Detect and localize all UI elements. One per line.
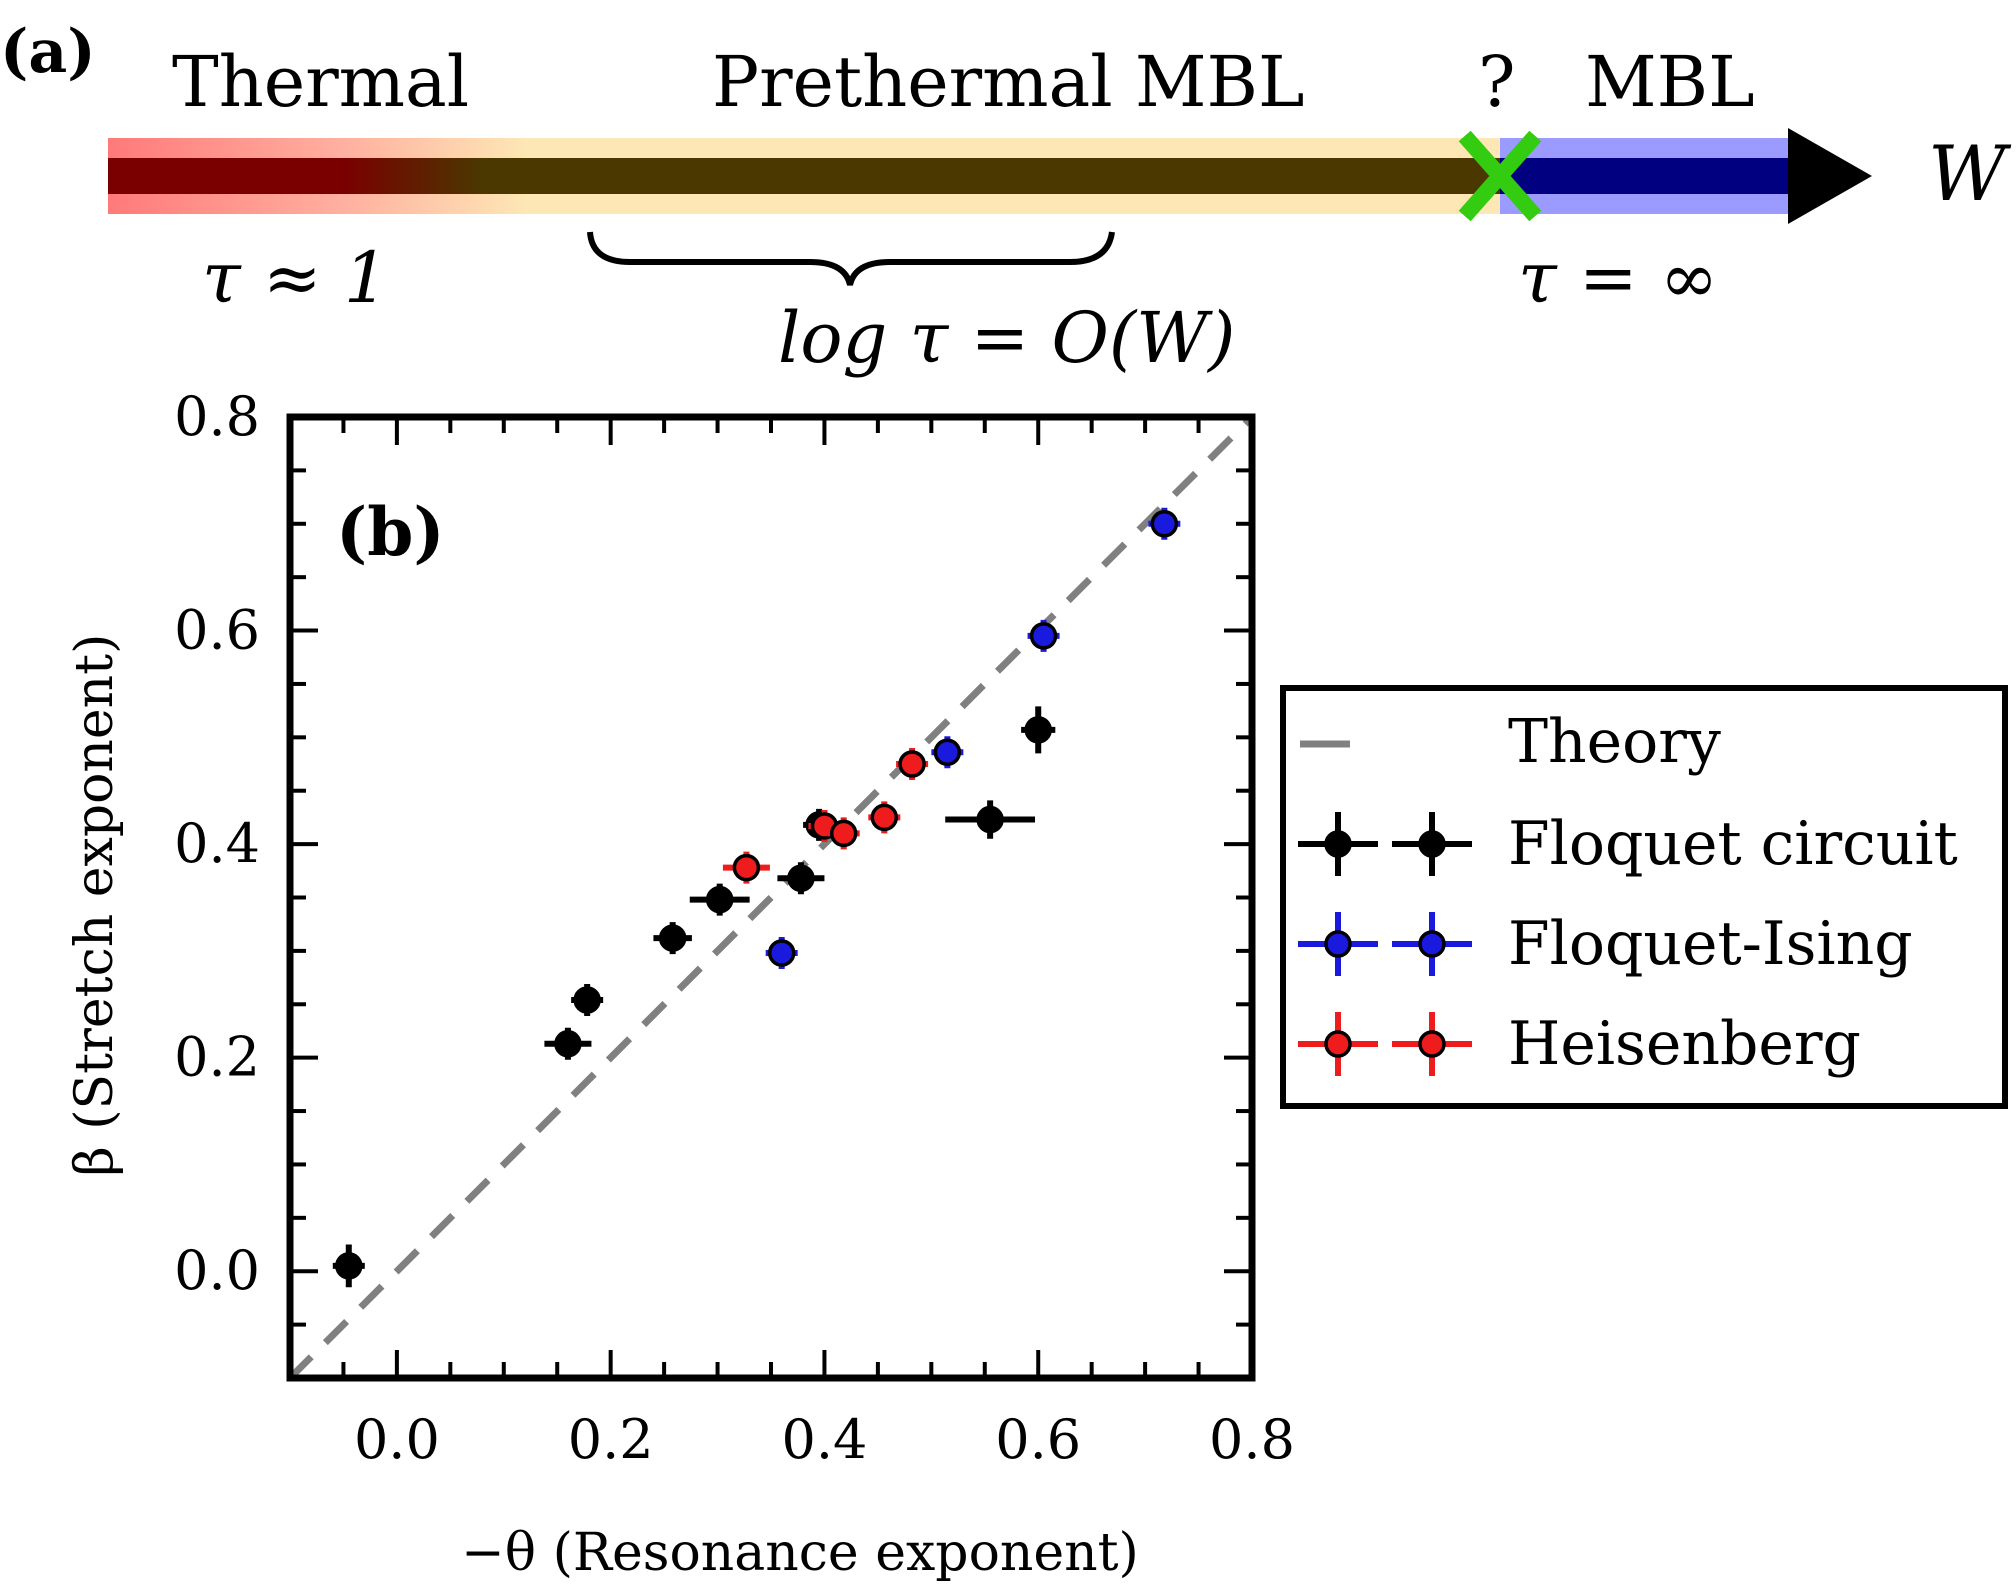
data-point (829, 819, 858, 848)
y-tick-label: 0.8 (174, 385, 260, 448)
legend-theory-label: Theory (1508, 707, 1721, 777)
data-point (335, 1252, 363, 1280)
transition-cross-marker (1458, 130, 1542, 222)
data-point (554, 1030, 582, 1058)
mbl-core-band (1500, 158, 1792, 194)
x-tick-label: 0.0 (354, 1408, 440, 1471)
tau-prethermal-label: log τ = O(W) (778, 297, 1235, 379)
legend-marker-dot (1324, 830, 1352, 858)
series-heisenberg (722, 748, 929, 884)
data-point (658, 924, 687, 952)
data-point (705, 885, 734, 914)
y-tick-label: 0.0 (174, 1239, 260, 1302)
data-point (767, 939, 796, 967)
legend-marker-dot (1418, 930, 1446, 958)
data-point (898, 750, 926, 778)
legend-marker-dot (1418, 830, 1446, 858)
legend-entry: Floquet-Ising (1298, 909, 1913, 979)
w-axis-arrowhead (1788, 128, 1872, 224)
phase-core-band (108, 158, 1500, 194)
legend-marker-dot (1324, 930, 1352, 958)
legend-label: Floquet circuit (1508, 809, 1958, 879)
x-tick-label: 0.2 (568, 1408, 654, 1471)
data-point (787, 864, 815, 893)
data-point (976, 805, 1004, 834)
x-tick-label: 0.8 (1209, 1408, 1295, 1471)
series-floquet-circuit (332, 706, 1056, 1288)
data-point (1029, 622, 1058, 650)
panel-b-label: (b) (336, 493, 445, 571)
legend-box (1280, 685, 2008, 1109)
panel-a: (a) Thermal Prethermal MBL ? MBL W τ ≈ 1… (0, 17, 2012, 379)
panel-b: 0.0 0.2 0.4 0.6 0.8 0.0 0.2 0.4 0.6 0.8 (b) β (St… (65, 385, 2008, 1583)
data-point (1024, 716, 1052, 744)
plot-area: 0.0 0.2 0.4 0.6 0.8 0.0 0.2 0.4 0.6 0.8 (174, 385, 1295, 1471)
data-point (732, 853, 761, 882)
legend-entry: Heisenberg (1298, 1009, 1861, 1079)
label-mbl: MBL (1585, 41, 1755, 123)
plot-frame (286, 413, 1256, 1382)
x-tick-label: 0.6 (995, 1408, 1081, 1471)
panel-a-label: (a) (0, 17, 96, 87)
tau-mbl-label: τ = ∞ (1518, 237, 1718, 319)
label-question: ? (1478, 41, 1516, 123)
y-axis-label: β (Stretch exponent) (65, 634, 125, 1177)
data-point (870, 803, 899, 832)
data-point (573, 986, 601, 1014)
legend-label: Floquet-Ising (1508, 909, 1913, 979)
x-axis-label: −θ (Resonance exponent) (461, 1523, 1139, 1583)
prethermal-brace (587, 231, 1115, 286)
data-point (1150, 510, 1179, 538)
series-floquet-ising (765, 507, 1181, 970)
x-tick-label: 0.4 (781, 1408, 867, 1471)
tau-thermal-label: τ ≈ 1 (202, 237, 388, 319)
label-thermal: Thermal (172, 41, 469, 123)
w-axis-label: W (1928, 129, 2012, 218)
y-tick-label: 0.6 (174, 599, 260, 662)
y-tick-label: 0.2 (174, 1026, 260, 1089)
legend-entry: Floquet circuit (1298, 809, 1958, 879)
label-prethermal: Prethermal MBL (712, 41, 1304, 123)
legend-marker-dot (1324, 1030, 1352, 1058)
legend: Theory Floquet circuit Floquet-Ising Heise… (1280, 685, 2008, 1109)
legend-series-list: Floquet circuit Floquet-Ising Heisenberg (1298, 809, 1958, 1079)
data-point (933, 738, 962, 767)
y-tick-label: 0.4 (174, 812, 260, 875)
legend-marker-dot (1418, 1030, 1446, 1058)
theory-line (290, 417, 1252, 1378)
legend-label: Heisenberg (1508, 1009, 1861, 1079)
